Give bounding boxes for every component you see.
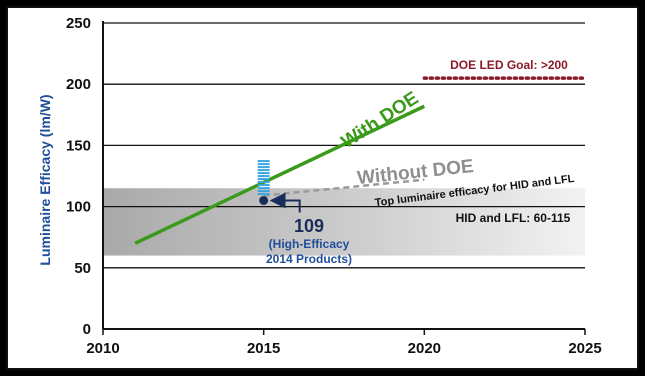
x-tick-label-2020: 2020 (408, 340, 441, 357)
range-bar-stripe (257, 187, 270, 190)
point-arrow (269, 192, 301, 213)
range-bar-stripe (257, 175, 270, 178)
range-bar-stripe (257, 184, 270, 187)
axis-layer: 0 50 100 150 200 250 2010 2015 2020 2025 (66, 15, 602, 357)
doe-goal-label: DOE LED Goal: >200 (450, 58, 568, 72)
range-bar-stripe (257, 193, 270, 196)
mark-layer (257, 160, 301, 213)
hid-lfl-label: HID and LFL: 60-115 (456, 211, 571, 225)
range-bar-stripe (257, 163, 270, 166)
high-efficacy-point (259, 195, 269, 205)
y-tick-label-100: 100 (66, 199, 91, 216)
chart-frame (6, 6, 639, 370)
y-tick-label-50: 50 (74, 260, 91, 277)
high-efficacy-label-line1: (High-Efficacy (269, 237, 350, 251)
without-doe-label: Without DOE (356, 156, 475, 189)
y-tick-label-0: 0 (83, 321, 91, 338)
range-bar-stripe (257, 172, 270, 175)
value-109-label: 109 (294, 216, 324, 236)
y-tick-label-150: 150 (66, 137, 91, 154)
x-tick-label-2025: 2025 (568, 340, 601, 357)
with-doe-line (134, 104, 426, 245)
with-doe-label: With DOE (338, 88, 423, 153)
range-bar-stripe (257, 166, 270, 169)
range-bar-stripe (257, 160, 270, 163)
range-bar-stripe (257, 181, 270, 184)
range-bar-stripe (257, 190, 270, 193)
range-bar-stripe (257, 178, 270, 181)
x-tick-label-2010: 2010 (86, 340, 119, 357)
without-doe-line (263, 178, 425, 197)
series-layer (134, 76, 587, 245)
y-tick-label-250: 250 (66, 15, 91, 32)
y-tick-label-200: 200 (66, 76, 91, 93)
x-tick-label-2015: 2015 (247, 340, 280, 357)
y-axis-label: Luminaire Efficacy (lm/W) (37, 94, 53, 265)
high-efficacy-label-line2: 2014 Products) (266, 252, 352, 266)
range-bar-stripe (257, 169, 270, 172)
